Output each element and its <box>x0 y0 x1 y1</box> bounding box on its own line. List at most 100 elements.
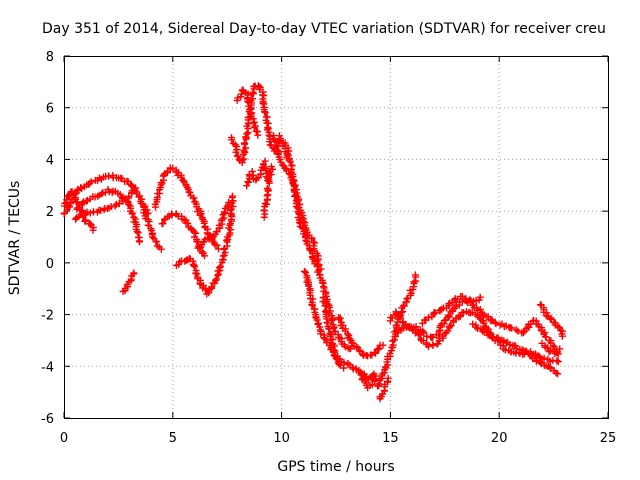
data-point <box>508 324 516 332</box>
data-point <box>554 358 562 366</box>
data-point <box>189 194 197 202</box>
data-point <box>536 358 544 366</box>
data-point <box>186 189 194 196</box>
data-point <box>77 184 85 192</box>
data-point <box>301 267 308 275</box>
data-point <box>414 330 422 338</box>
data-point <box>128 210 136 218</box>
data-point <box>238 156 246 164</box>
data-point <box>404 323 412 330</box>
data-point <box>335 360 343 368</box>
data-point <box>228 136 236 144</box>
data-point <box>466 296 474 304</box>
data-point <box>86 209 94 217</box>
data-point <box>254 131 262 139</box>
data-point <box>259 99 267 107</box>
data-point <box>205 289 213 297</box>
data-point <box>546 347 554 355</box>
data-point <box>263 185 271 192</box>
data-point <box>384 374 392 382</box>
data-point <box>415 331 423 339</box>
x-tick-label: 25 <box>600 431 617 446</box>
y-tick-label: -4 <box>41 360 54 375</box>
data-point <box>226 206 234 214</box>
data-point <box>157 245 165 253</box>
data-point <box>352 343 360 351</box>
data-point <box>192 269 200 277</box>
y-tick-label: 8 <box>46 50 54 65</box>
data-point <box>212 275 220 283</box>
data-point <box>286 158 294 166</box>
data-point <box>263 113 271 121</box>
data-point <box>78 199 86 207</box>
series-points <box>60 82 566 403</box>
data-point <box>423 332 431 340</box>
data-point <box>519 329 527 337</box>
x-tick-label: 5 <box>169 431 177 446</box>
data-point <box>336 314 344 322</box>
data-point <box>115 199 123 207</box>
data-point <box>220 245 228 253</box>
data-point <box>199 284 207 292</box>
data-point <box>372 349 379 357</box>
x-tick-label: 15 <box>382 431 399 446</box>
data-point <box>431 309 439 317</box>
data-point <box>357 371 365 379</box>
data-point <box>558 332 566 340</box>
axis-ticks: 0 5 10 15 20 25 -6 -4 -2 0 2 4 6 8 <box>41 50 616 446</box>
data-point <box>410 278 418 286</box>
data-point <box>243 130 251 138</box>
data-point <box>330 351 338 359</box>
data-point <box>223 236 231 244</box>
data-point <box>240 139 248 147</box>
data-point <box>542 333 550 341</box>
y-tick-label: 0 <box>46 257 54 272</box>
y-tick-label: 6 <box>46 102 54 117</box>
y-tick-label: 4 <box>46 153 54 168</box>
data-point <box>133 228 141 236</box>
data-point <box>540 354 548 362</box>
y-tick-label: -6 <box>41 412 54 427</box>
x-tick-label: 0 <box>60 431 68 446</box>
data-point <box>396 314 404 322</box>
data-point <box>295 218 303 226</box>
data-point <box>149 233 156 241</box>
data-point <box>74 204 82 212</box>
data-point <box>215 264 223 272</box>
data-point <box>225 198 233 206</box>
data-point <box>192 229 200 237</box>
data-point <box>347 344 354 352</box>
data-point <box>298 224 306 232</box>
data-point <box>492 320 500 328</box>
x-tick-label: 10 <box>273 431 290 446</box>
data-point <box>213 241 221 249</box>
x-axis-label: GPS time / hours <box>277 459 394 475</box>
data-point <box>125 201 133 209</box>
data-point <box>462 295 470 303</box>
data-point <box>228 192 236 200</box>
data-point <box>260 92 268 100</box>
data-point <box>472 323 480 331</box>
data-point <box>244 97 252 105</box>
data-point <box>61 209 69 217</box>
data-point <box>340 364 348 372</box>
data-point <box>98 190 106 198</box>
data-point <box>496 341 504 349</box>
data-point <box>317 330 325 338</box>
data-point <box>306 246 314 254</box>
data-point <box>219 252 227 260</box>
y-tick-label: 2 <box>46 205 54 220</box>
data-point <box>265 175 273 183</box>
data-point <box>302 269 310 277</box>
data-point <box>267 163 275 171</box>
data-point <box>514 327 522 335</box>
data-point <box>424 343 432 351</box>
data-point <box>446 322 454 330</box>
grid <box>64 56 608 418</box>
data-point <box>242 144 250 152</box>
data-point <box>136 238 144 246</box>
data-point <box>86 220 94 228</box>
data-point <box>81 217 89 225</box>
data-point <box>83 208 91 216</box>
